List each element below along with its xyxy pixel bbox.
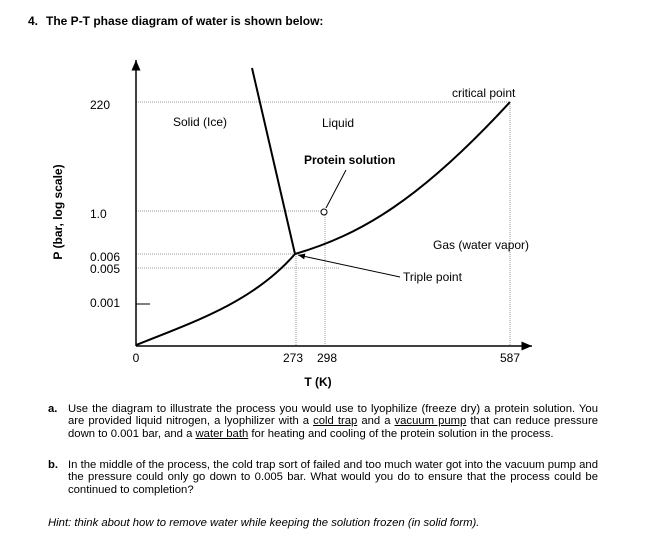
question-text: The P-T phase diagram of water is shown … [46, 14, 324, 28]
x-axis-label: T (K) [304, 375, 331, 389]
y-tick-label: 0.001 [90, 296, 120, 310]
y-tick-label: 1.0 [90, 207, 107, 221]
pointer [325, 169, 347, 209]
annotation: critical point [452, 86, 516, 100]
part: b. In the middle of the process, the cold… [48, 459, 598, 496]
region-label: Liquid [322, 116, 354, 130]
annotation: Protein solution [304, 153, 395, 167]
protein-point [320, 208, 328, 216]
annotation: Triple point [403, 270, 463, 284]
hint: Hint: think about how to remove water wh… [48, 517, 480, 529]
y-tick-label: 220 [90, 98, 110, 112]
y-tick-label: 0.005 [90, 262, 120, 276]
text: In the middle of the process, the cold t… [68, 459, 598, 496]
part-label: a. [48, 403, 58, 415]
text: that can reduce pressure down to 0.001 b… [68, 415, 598, 440]
y-axis-label: P (bar, log scale) [51, 164, 65, 259]
text: and a [357, 415, 395, 428]
region-label: Solid (Ice) [173, 115, 227, 129]
melting-curve [251, 67, 296, 255]
guides [136, 101, 511, 345]
y-tick-label: 0.006 [90, 250, 120, 264]
sublimation-curve [135, 253, 296, 346]
underlined-text: cold trap [313, 415, 358, 428]
triple-arrow [297, 253, 401, 278]
x-tick-label: 273 [283, 351, 303, 365]
part: a. Use the diagram to illustrate the proc… [48, 403, 598, 440]
question: 4. The P-T phase diagram of water is show… [28, 14, 323, 28]
question-number: 4. [28, 14, 39, 28]
region-label: Gas (water vapor) [433, 238, 529, 252]
underlined-text: water bath [195, 427, 249, 440]
part-body: Use the diagram to illustrate the proces… [68, 403, 598, 440]
x-tick-label: 0 [133, 351, 140, 365]
part-label: b. [48, 459, 59, 471]
text: Use the diagram to illustrate the proces… [68, 403, 598, 428]
text: for heating and cooling of the protein s… [248, 427, 554, 440]
phase-diagram: P (bar, log scale) T (K) 220 1.0 0.006 0… [51, 60, 532, 389]
vaporization-curve [294, 101, 511, 255]
x-tick-label: 587 [500, 351, 520, 365]
part-body: In the middle of the process, the cold t… [68, 459, 598, 496]
x-tick-label: 298 [317, 351, 337, 365]
underlined-text: vacuum pump [394, 415, 467, 428]
